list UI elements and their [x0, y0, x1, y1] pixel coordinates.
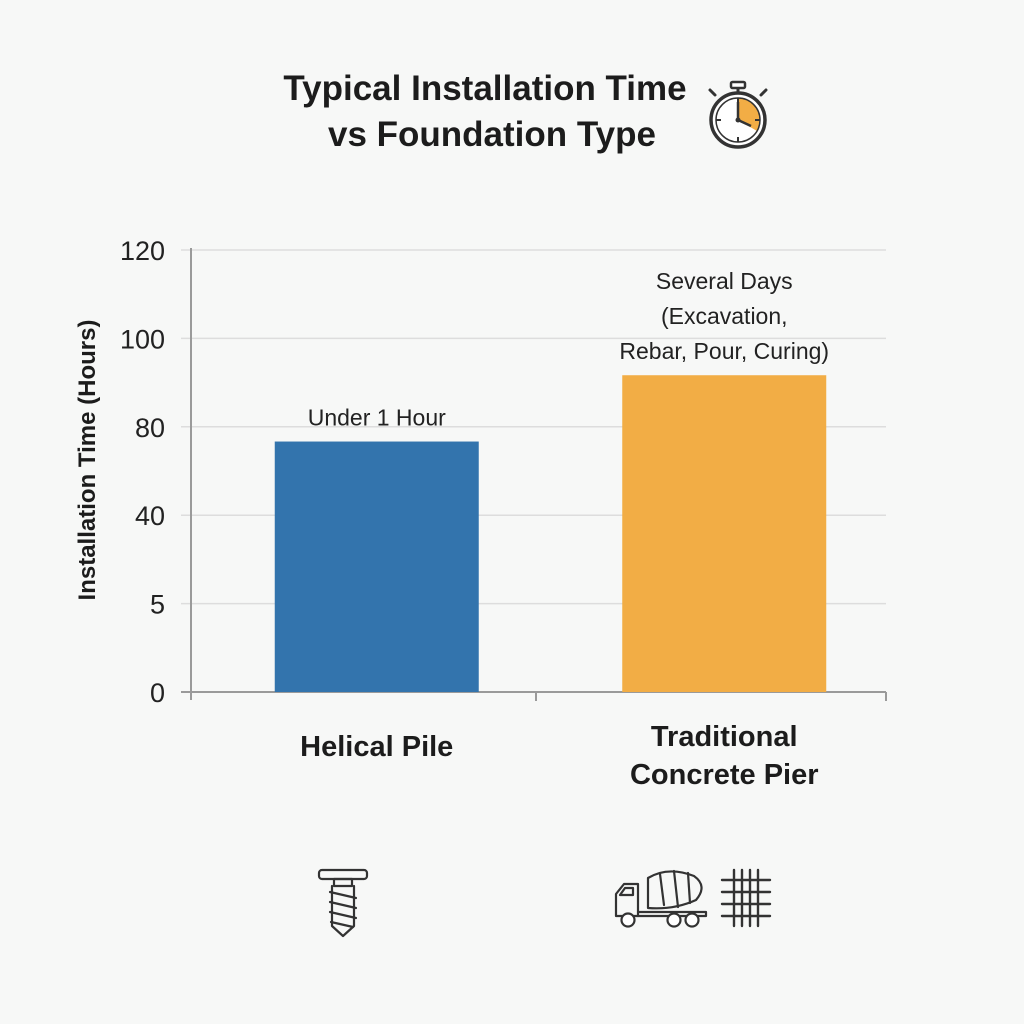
rebar-grid-icon — [720, 868, 772, 928]
chart-title: Typical Installation Time vs Foundation … — [283, 69, 686, 154]
category-labels: Helical Pile Traditional Concrete Pier — [300, 721, 818, 791]
bar-annotation-label: Rebar, Pour, Curing) — [619, 338, 829, 364]
x-category-label: Concrete Pier — [630, 759, 819, 791]
x-category-label: Traditional — [651, 721, 798, 753]
y-tick-label: 120 — [120, 236, 165, 266]
chart-title-line-2: vs Foundation Type — [328, 115, 656, 154]
y-tick-label: 40 — [135, 501, 165, 531]
stopwatch-icon — [708, 80, 768, 149]
bar-annotations: Under 1 Hour Several Days (Excavation, Reba… — [308, 268, 829, 430]
bar-annotation-label: Under 1 Hour — [308, 405, 446, 431]
y-tick-label: 100 — [120, 324, 165, 354]
bar-annotation-label: (Excavation, — [661, 303, 788, 329]
concrete-mixer-truck-icon — [614, 869, 708, 928]
helical-screw-pile-icon — [317, 868, 369, 938]
bar-annotation-label: Several Days — [656, 268, 793, 294]
bars — [274, 375, 827, 692]
x-category-label: Helical Pile — [300, 731, 453, 763]
chart-title-line-1: Typical Installation Time — [283, 69, 686, 108]
y-tick-label: 80 — [135, 413, 165, 443]
y-tick-label: 5 — [150, 590, 165, 620]
y-tick-label: 0 — [150, 678, 165, 708]
bar — [622, 375, 827, 692]
bar — [274, 441, 479, 692]
y-axis-label: Installation Time (Hours) — [74, 320, 101, 601]
y-axis-ticks: 0 5 40 80 100 120 — [120, 236, 165, 708]
